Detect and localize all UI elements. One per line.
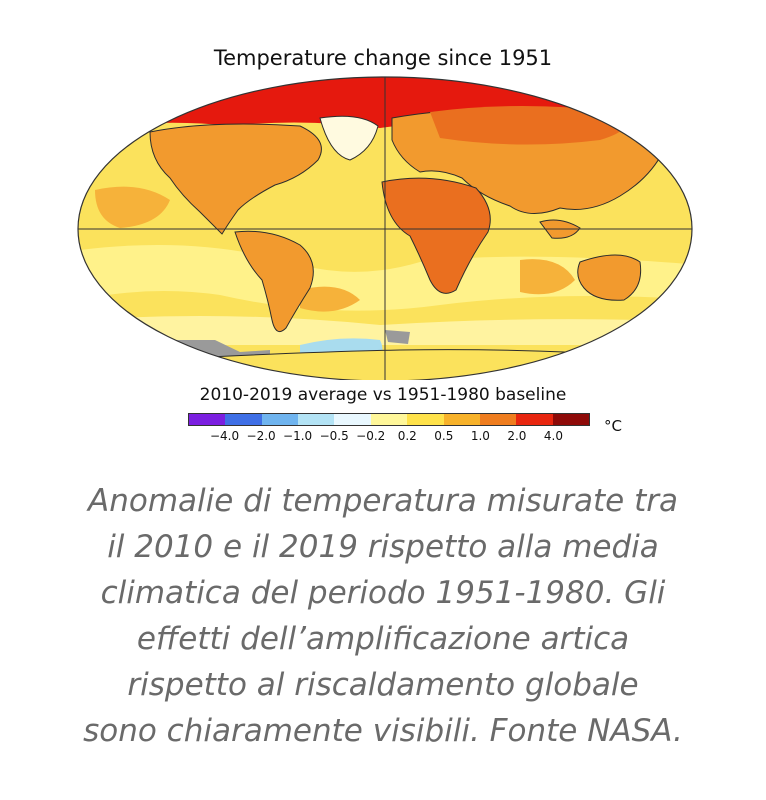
colorbar-segment — [516, 414, 553, 425]
ocean-warm-patch — [95, 186, 170, 228]
arctic-band — [80, 77, 692, 130]
colorbar-tick-label: 0.2 — [397, 429, 417, 443]
colorbar-tick-label: −4.0 — [209, 429, 240, 443]
colorbar-tick-label: 1.0 — [470, 429, 490, 443]
colorbar-segment — [552, 414, 589, 425]
world-map — [77, 76, 693, 380]
land-australia — [577, 254, 642, 301]
colorbar-segment — [334, 414, 371, 425]
caption-line: climatica del periodo 1951-1980. Gli — [100, 575, 666, 611]
colorbar-segment — [225, 414, 262, 425]
map-title: Temperature change since 1951 — [213, 46, 553, 70]
colorbar-tick-label: 4.0 — [543, 429, 563, 443]
colorbar-segment — [407, 414, 444, 425]
map-subtitle: 2010-2019 average vs 1951-1980 baseline — [199, 385, 567, 405]
temperature-map-figure: Temperature change since 1951 — [0, 46, 766, 447]
land-greenland — [319, 115, 379, 161]
colorbar-segment — [189, 414, 226, 425]
ocean-warm-patch — [300, 286, 360, 312]
caption-line: sono chiaramente visibili. Fonte NASA. — [83, 713, 683, 749]
map-outline — [77, 76, 693, 380]
colorbar-segment — [298, 414, 335, 425]
colorbar-segment — [479, 414, 517, 425]
colorbar-unit: °C — [604, 417, 622, 435]
colorbar-segment — [261, 414, 299, 425]
colorbar-tick-label: −2.0 — [246, 429, 276, 443]
antarctic-no-data — [385, 330, 410, 344]
colorbar-tick-label: −0.5 — [319, 429, 349, 443]
land-north-america — [149, 123, 322, 235]
colorbar-segment — [443, 414, 480, 425]
land-siberia-hot — [430, 106, 627, 145]
antarctic-coast — [79, 349, 692, 380]
colorbar-tick-label: −0.2 — [356, 429, 386, 443]
land-south-america — [234, 230, 314, 333]
colorbar-segment — [370, 414, 408, 425]
ocean-warm-patch — [520, 259, 575, 295]
colorbar-tick-label: 0.5 — [434, 429, 454, 443]
colorbar — [188, 413, 590, 426]
colorbar-tick-label: −1.0 — [283, 429, 313, 443]
colorbar-tick-label: 2.0 — [507, 429, 527, 443]
caption-line: il 2010 e il 2019 rispetto alla media — [107, 529, 659, 565]
caption: Anomalie di temperatura misurate tra il 2… — [40, 478, 726, 754]
caption-line: rispetto al riscaldamento globale — [127, 667, 639, 703]
land-africa — [381, 177, 491, 294]
colorbar-ticks: −4.0 −2.0 −1.0 −0.5 −0.2 0.2 0.5 1.0 2.0 4.0 — [0, 429, 766, 447]
caption-line: Anomalie di temperatura misurate tra — [88, 483, 678, 519]
caption-line: effetti dell’amplificazione artica — [136, 621, 630, 657]
